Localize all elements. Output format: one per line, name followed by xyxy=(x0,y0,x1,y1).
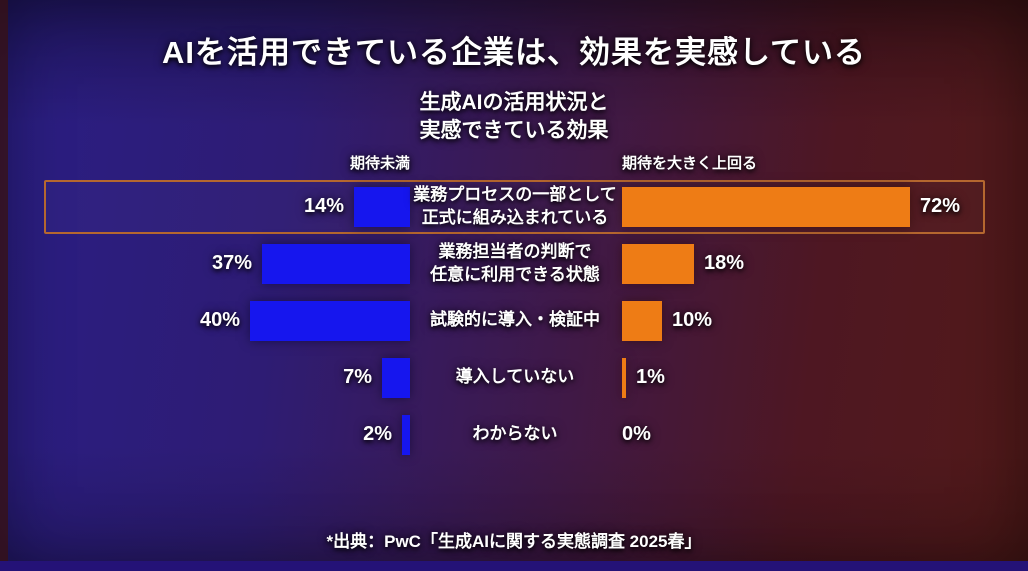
below-bar xyxy=(382,357,410,398)
below-pct-label: 2% xyxy=(363,423,392,445)
below-bar xyxy=(402,414,410,455)
category-label: わからない xyxy=(472,424,558,444)
left-edge-strip xyxy=(0,0,8,571)
below-cell: 40% xyxy=(0,300,410,341)
exceed-bar xyxy=(622,357,626,398)
slide-title: AIを活用できている企業は、効果を実感している xyxy=(161,35,867,70)
chart-row: 14% 業務プロセスの一部として 正式に組み込まれている 72% xyxy=(0,178,1028,235)
exceed-pct-label: 0% xyxy=(622,423,651,445)
below-pct-label: 37% xyxy=(211,252,252,274)
chart-row: 2% わからない 0% xyxy=(0,406,1028,463)
column-header-spacer xyxy=(410,152,620,173)
exceed-cell: 18% xyxy=(620,243,1028,284)
column-header-exceeds-expectations: 期待を大きく上回る xyxy=(622,155,758,172)
below-bar xyxy=(262,243,410,284)
exceed-cell: 72% xyxy=(620,186,1028,227)
category-label: 業務プロセスの一部として 正式に組み込まれている xyxy=(413,185,617,227)
below-bar xyxy=(250,300,410,341)
chart-subtitle: 生成AIの活用状況と 実感できている効果 xyxy=(419,91,609,143)
chart-row: 7% 導入していない 1% xyxy=(0,349,1028,406)
exceed-cell: 10% xyxy=(620,300,1028,341)
source-note: *出典：PwC「生成AIに関する実態調査 2025春」 xyxy=(326,532,702,551)
chart-row: 37% 業務担当者の判断で 任意に利用できる状態 18% xyxy=(0,235,1028,292)
exceed-pct-label: 18% xyxy=(704,252,745,274)
exceed-bar xyxy=(622,243,694,284)
below-cell: 37% xyxy=(0,243,410,284)
exceed-cell: 1% xyxy=(620,357,1028,398)
below-cell: 2% xyxy=(0,414,410,455)
category-label: 試験的に導入・検証中 xyxy=(430,310,600,330)
chart-row: 40% 試験的に導入・検証中 10% xyxy=(0,292,1028,349)
column-headers: 期待未満 期待を大きく上回る xyxy=(0,152,1028,173)
below-pct-label: 14% xyxy=(303,195,344,217)
category-label: 導入していない xyxy=(455,367,575,387)
column-header-below-expectations: 期待未満 xyxy=(349,155,410,172)
chart-rows: 14% 業務プロセスの一部として 正式に組み込まれている 72% 37% 業務担… xyxy=(0,178,1028,463)
exceed-pct-label: 10% xyxy=(672,309,713,331)
bottom-edge-strip xyxy=(0,561,1028,571)
exceed-pct-label: 72% xyxy=(920,195,961,217)
exceed-cell: 0% xyxy=(620,423,1028,446)
exceed-bar xyxy=(622,300,662,341)
exceed-bar xyxy=(622,186,910,227)
category-label: 業務担当者の判断で 任意に利用できる状態 xyxy=(430,242,600,284)
below-bar xyxy=(354,186,410,227)
below-pct-label: 40% xyxy=(199,309,240,331)
below-cell: 7% xyxy=(0,357,410,398)
below-pct-label: 7% xyxy=(343,366,372,388)
below-cell: 14% xyxy=(0,186,410,227)
exceed-pct-label: 1% xyxy=(636,366,665,388)
